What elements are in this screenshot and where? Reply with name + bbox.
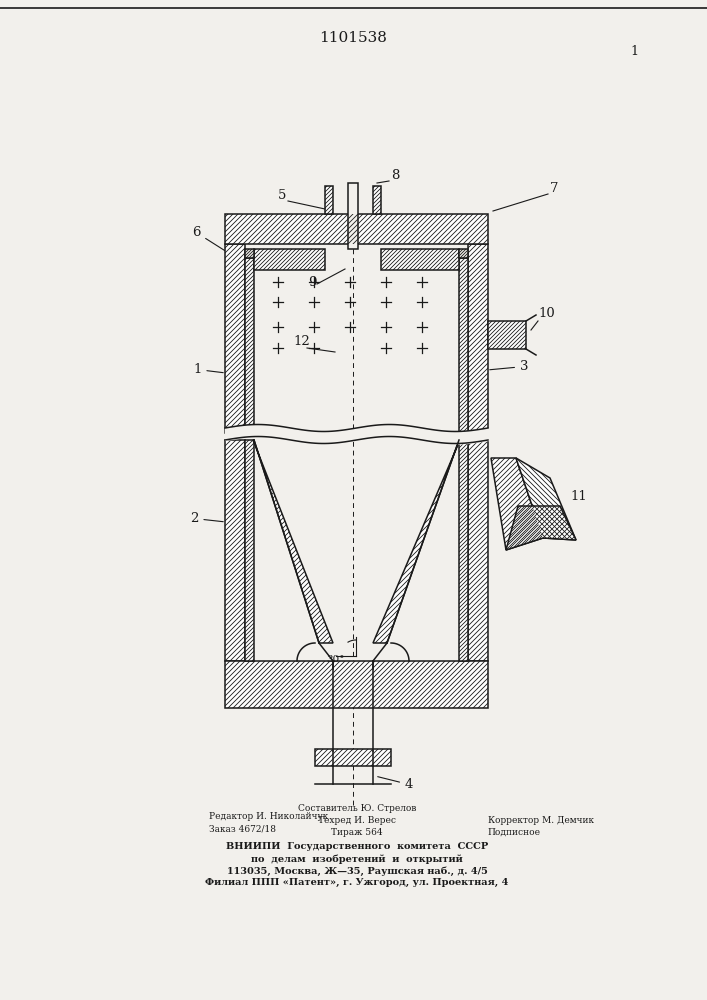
Polygon shape bbox=[254, 249, 325, 270]
Polygon shape bbox=[225, 661, 488, 708]
Text: 5: 5 bbox=[278, 189, 286, 202]
Polygon shape bbox=[506, 506, 576, 550]
Polygon shape bbox=[459, 440, 468, 661]
Polygon shape bbox=[459, 258, 468, 433]
Text: 12: 12 bbox=[293, 335, 310, 348]
Text: Подписное: Подписное bbox=[488, 828, 541, 837]
Polygon shape bbox=[245, 440, 254, 661]
Text: 7: 7 bbox=[550, 182, 559, 195]
Text: ВНИИПИ  Государственного  комитета  СССР: ВНИИПИ Государственного комитета СССР bbox=[226, 842, 488, 851]
Text: 9: 9 bbox=[308, 276, 317, 289]
Polygon shape bbox=[516, 458, 576, 540]
Polygon shape bbox=[491, 458, 543, 550]
Text: 11: 11 bbox=[570, 490, 587, 503]
Text: 10: 10 bbox=[538, 307, 555, 320]
Polygon shape bbox=[253, 440, 333, 643]
Text: Тираж 564: Тираж 564 bbox=[331, 828, 383, 837]
Text: 6: 6 bbox=[192, 226, 225, 251]
Text: 2: 2 bbox=[190, 512, 223, 525]
Text: Заказ 4672/18: Заказ 4672/18 bbox=[209, 824, 276, 833]
Text: Филиал ППП «Патент», г. Ужгород, ул. Проектная, 4: Филиал ППП «Патент», г. Ужгород, ул. Про… bbox=[205, 878, 509, 887]
Polygon shape bbox=[245, 249, 254, 258]
Text: Составитель Ю. Стрелов: Составитель Ю. Стрелов bbox=[298, 804, 416, 813]
Polygon shape bbox=[459, 249, 468, 258]
Polygon shape bbox=[381, 249, 459, 270]
Text: 1: 1 bbox=[630, 45, 638, 58]
Text: 30°: 30° bbox=[326, 655, 344, 664]
Text: 1101538: 1101538 bbox=[319, 31, 387, 45]
Text: 4: 4 bbox=[378, 777, 414, 791]
Polygon shape bbox=[373, 186, 381, 214]
Text: по  делам  изобретений  и  открытий: по делам изобретений и открытий bbox=[251, 854, 463, 863]
Polygon shape bbox=[468, 440, 488, 661]
Polygon shape bbox=[225, 214, 488, 244]
Text: Корректор М. Демчик: Корректор М. Демчик bbox=[488, 816, 594, 825]
Text: 8: 8 bbox=[391, 169, 399, 182]
Polygon shape bbox=[225, 440, 245, 661]
Polygon shape bbox=[488, 321, 526, 349]
Text: Редактор И. Николайчук: Редактор И. Николайчук bbox=[209, 812, 328, 821]
Polygon shape bbox=[245, 258, 254, 433]
Polygon shape bbox=[325, 186, 333, 214]
Text: 1: 1 bbox=[193, 363, 223, 376]
Polygon shape bbox=[315, 749, 391, 766]
Polygon shape bbox=[348, 183, 358, 249]
Text: 3: 3 bbox=[490, 360, 529, 373]
Polygon shape bbox=[373, 440, 460, 643]
Text: 113035, Москва, Ж—35, Раушская наб., д. 4/5: 113035, Москва, Ж—35, Раушская наб., д. … bbox=[227, 866, 487, 876]
Polygon shape bbox=[225, 244, 245, 433]
Polygon shape bbox=[468, 244, 488, 433]
Text: Техред И. Верес: Техред И. Верес bbox=[318, 816, 396, 825]
